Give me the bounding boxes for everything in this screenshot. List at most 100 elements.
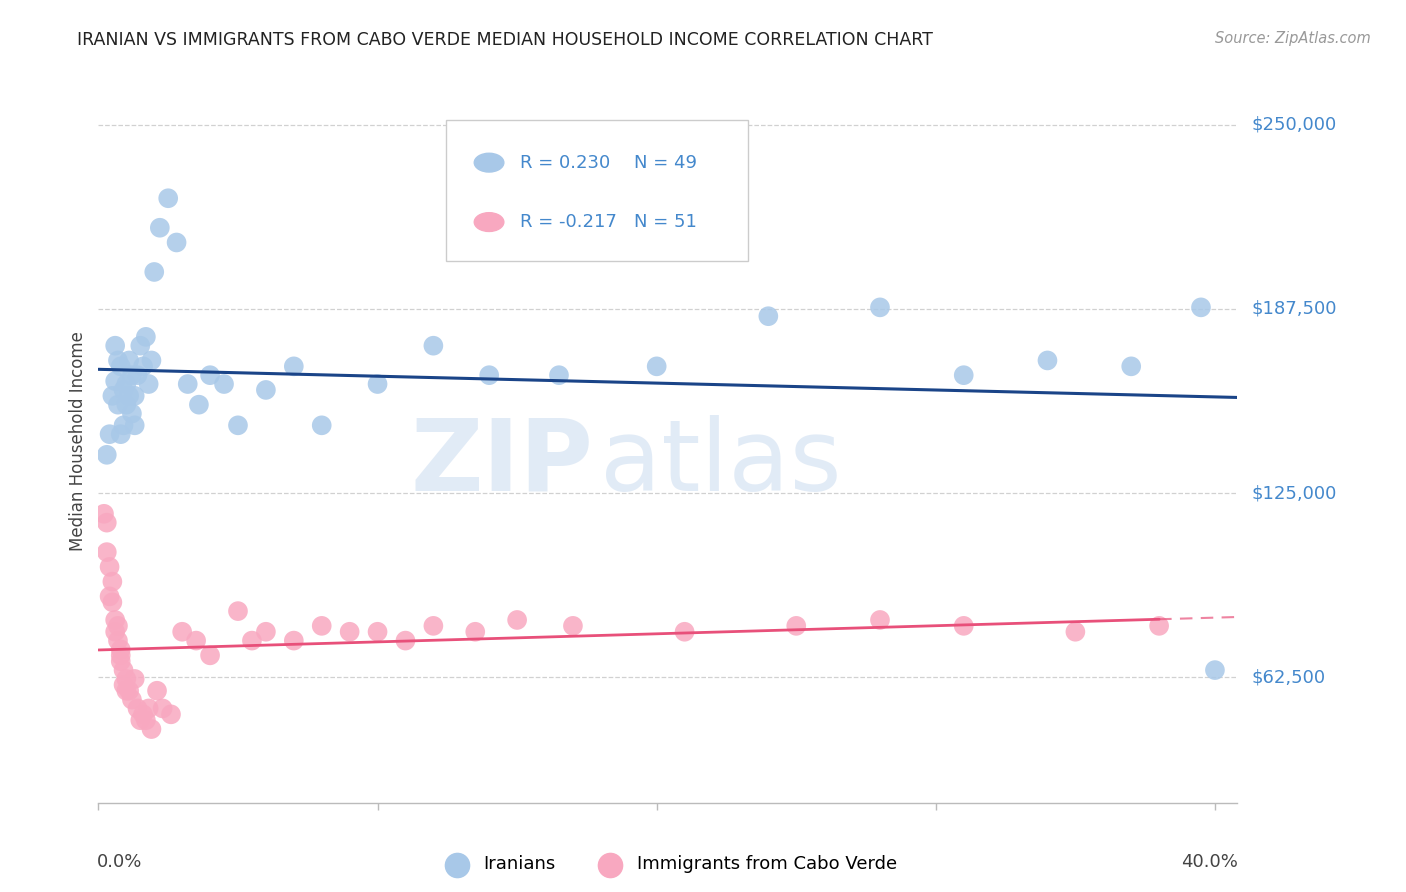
Point bbox=[110, 654, 132, 668]
Point bbox=[141, 722, 163, 736]
Point bbox=[548, 368, 571, 383]
Point bbox=[141, 353, 163, 368]
Point bbox=[118, 353, 141, 368]
Point bbox=[112, 663, 135, 677]
Text: N = 51: N = 51 bbox=[634, 213, 696, 231]
Point bbox=[115, 683, 138, 698]
Point bbox=[157, 191, 180, 205]
Point bbox=[1204, 663, 1226, 677]
Point bbox=[112, 678, 135, 692]
Point bbox=[138, 377, 160, 392]
Point bbox=[394, 633, 416, 648]
Point bbox=[869, 301, 891, 315]
Point bbox=[1064, 624, 1087, 639]
Point bbox=[478, 368, 501, 383]
Point bbox=[422, 619, 444, 633]
Legend: Iranians, Immigrants from Cabo Verde: Iranians, Immigrants from Cabo Verde bbox=[432, 848, 904, 880]
Text: 40.0%: 40.0% bbox=[1181, 854, 1239, 871]
Point bbox=[104, 624, 127, 639]
Point bbox=[226, 418, 249, 433]
Text: atlas: atlas bbox=[599, 415, 841, 512]
Point bbox=[339, 624, 361, 639]
Point bbox=[240, 633, 263, 648]
Point bbox=[107, 398, 129, 412]
Point bbox=[115, 398, 138, 412]
Point bbox=[129, 339, 152, 353]
Point bbox=[110, 359, 132, 374]
Text: $250,000: $250,000 bbox=[1251, 116, 1337, 134]
Point bbox=[107, 353, 129, 368]
Point bbox=[198, 648, 221, 663]
Text: R = -0.217: R = -0.217 bbox=[520, 213, 617, 231]
Text: 0.0%: 0.0% bbox=[97, 854, 142, 871]
Point bbox=[138, 701, 160, 715]
Point bbox=[115, 672, 138, 686]
Point bbox=[129, 713, 152, 727]
Text: R = 0.230: R = 0.230 bbox=[520, 153, 610, 171]
Text: Source: ZipAtlas.com: Source: ZipAtlas.com bbox=[1215, 31, 1371, 46]
Point bbox=[96, 545, 118, 559]
Point bbox=[124, 672, 146, 686]
Point bbox=[110, 642, 132, 657]
Point bbox=[506, 613, 529, 627]
Point bbox=[146, 683, 169, 698]
Point bbox=[98, 427, 121, 442]
Point bbox=[226, 604, 249, 618]
Point bbox=[93, 507, 115, 521]
Point bbox=[127, 368, 149, 383]
Point bbox=[187, 398, 209, 412]
Point bbox=[422, 339, 444, 353]
Point bbox=[96, 516, 118, 530]
Point bbox=[98, 560, 121, 574]
Point bbox=[311, 418, 333, 433]
Point bbox=[107, 619, 129, 633]
Point bbox=[96, 448, 118, 462]
Point bbox=[184, 633, 207, 648]
Point bbox=[1189, 301, 1212, 315]
Point bbox=[152, 701, 174, 715]
Point bbox=[121, 407, 143, 421]
Point bbox=[143, 265, 166, 279]
Text: N = 49: N = 49 bbox=[634, 153, 697, 171]
Point bbox=[121, 368, 143, 383]
Point bbox=[311, 619, 333, 633]
Point bbox=[172, 624, 194, 639]
Text: ZIP: ZIP bbox=[411, 415, 593, 512]
Point bbox=[127, 701, 149, 715]
Point bbox=[124, 418, 146, 433]
Point bbox=[118, 389, 141, 403]
Point bbox=[121, 692, 143, 706]
Point bbox=[166, 235, 188, 250]
Point bbox=[562, 619, 585, 633]
Point bbox=[283, 633, 305, 648]
Text: $125,000: $125,000 bbox=[1251, 484, 1337, 502]
Point bbox=[198, 368, 221, 383]
Point bbox=[673, 624, 696, 639]
Point bbox=[124, 389, 146, 403]
Point bbox=[112, 383, 135, 397]
Point bbox=[952, 619, 974, 633]
Point bbox=[132, 359, 155, 374]
Point bbox=[283, 359, 305, 374]
Point bbox=[135, 330, 157, 344]
Point bbox=[101, 389, 124, 403]
Point bbox=[869, 613, 891, 627]
FancyBboxPatch shape bbox=[446, 120, 748, 260]
Point bbox=[132, 707, 155, 722]
Point bbox=[112, 418, 135, 433]
Point bbox=[135, 713, 157, 727]
Point bbox=[212, 377, 235, 392]
Point bbox=[952, 368, 974, 383]
Point bbox=[645, 359, 668, 374]
Point bbox=[101, 595, 124, 609]
Point bbox=[1121, 359, 1143, 374]
Y-axis label: Median Household Income: Median Household Income bbox=[69, 332, 87, 551]
Point bbox=[1147, 619, 1170, 633]
Text: $187,500: $187,500 bbox=[1251, 300, 1337, 318]
Point bbox=[1036, 353, 1059, 368]
Point bbox=[367, 377, 389, 392]
Point bbox=[110, 648, 132, 663]
Point bbox=[756, 309, 779, 323]
Point bbox=[104, 374, 127, 388]
Point bbox=[110, 427, 132, 442]
